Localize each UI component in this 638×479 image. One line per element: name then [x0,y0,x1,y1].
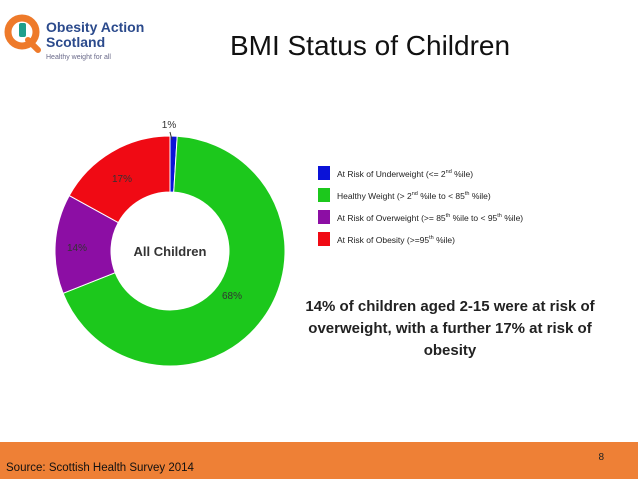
footer-bar: Source: Scottish Health Survey 2014 8 [0,442,638,479]
value-label-obesity: 17% [112,174,132,185]
logo-name: Obesity Action Scotland [46,20,144,50]
legend-swatch [318,210,330,224]
logo-mark-icon [4,14,41,53]
logo-line2: Scotland [46,34,106,50]
legend-label: At Risk of Overweight (>= 85th %ile to <… [337,213,524,223]
legend-label: Healthy Weight (> 2nd %ile to < 85th %il… [337,191,491,201]
legend-label: At Risk of Obesity (>=95th %ile) [337,235,455,245]
logo: Obesity Action Scotland Healthy weight f… [4,8,154,68]
value-label-overweight: 14% [67,243,87,254]
slice-obesity [68,135,171,224]
legend-swatch [318,232,330,246]
logo-tagline: Healthy weight for all [46,54,111,61]
value-label-healthy-weight: 68% [222,291,242,302]
legend-swatch [318,188,330,202]
logo-line1: Obesity Action [46,19,145,35]
page-title: BMI Status of Children [229,30,511,61]
legend-swatch [318,166,330,180]
leader-line [169,131,173,141]
summary-note: 14% of children aged 2-15 were at risk o… [305,298,595,359]
donut-center-label: All Children [134,244,207,259]
page-number: 8 [598,452,604,463]
slice-healthy-weight [62,135,286,367]
value-label-underweight: 1% [162,120,177,131]
source-text: Source: Scottish Health Survey 2014 [6,462,194,474]
legend-label: At Risk of Underweight (<= 2nd %ile) [337,169,474,179]
